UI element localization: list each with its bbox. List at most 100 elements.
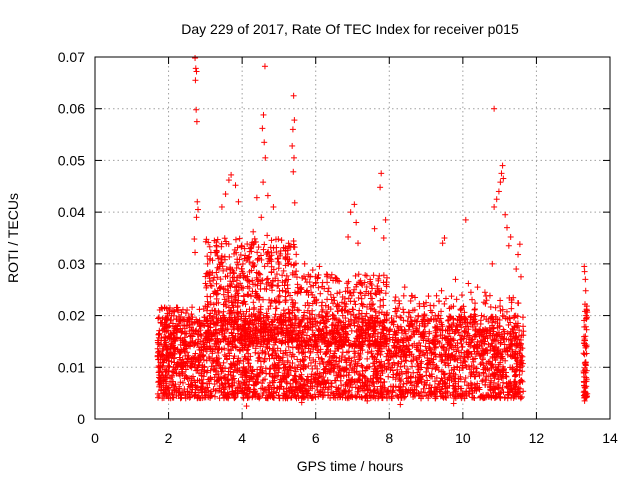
data-point [324,288,331,295]
x-axis-label: GPS time / hours [297,458,404,474]
data-point [279,272,286,279]
data-point [246,285,253,292]
data-point [502,211,509,218]
data-point [380,235,387,241]
data-point [245,357,252,364]
data-point [356,307,363,314]
data-point [495,188,502,195]
data-point [232,182,239,189]
data-point [367,295,374,302]
y-tick-label: 0.07 [58,49,85,65]
data-point [347,209,354,216]
data-points [154,55,591,410]
data-point [278,237,285,244]
data-point [385,373,392,380]
data-point [273,305,280,312]
data-point [194,198,201,205]
data-point [258,363,265,370]
data-point [276,298,283,305]
data-point [258,214,265,221]
data-point [432,366,439,373]
data-point [156,314,163,321]
x-tick-label: 10 [455,430,471,446]
data-point [253,194,260,201]
data-point [357,289,364,296]
data-point [415,313,422,320]
data-point [401,362,408,369]
y-tick-label: 0.02 [58,308,85,324]
data-point [291,117,298,124]
data-point [315,284,322,291]
data-point [397,401,404,408]
data-point [204,293,211,300]
data-point [195,206,201,213]
data-point [384,357,391,364]
data-point [264,275,271,282]
x-tick-label: 4 [238,430,246,446]
x-tick-label: 14 [602,430,618,446]
data-point [515,251,522,258]
data-point [270,203,277,210]
data-point [448,293,455,300]
data-point [377,297,384,304]
data-point [377,184,384,191]
y-tick-label: 0.04 [58,204,85,220]
data-point [236,235,243,242]
data-point [439,240,446,247]
data-point [380,302,387,309]
data-point [193,214,200,221]
data-point [243,403,250,410]
data-point [582,287,589,294]
x-tick-label: 0 [91,430,99,446]
data-point [483,292,490,299]
data-point [259,125,266,132]
data-point [423,372,430,379]
data-point [450,400,457,407]
data-point [489,260,496,267]
data-point [458,344,465,351]
data-point [257,343,264,350]
data-point [382,216,389,223]
data-point [438,287,445,294]
data-point [378,170,385,177]
data-point [461,378,468,385]
data-point [516,241,523,248]
data-point [264,192,271,199]
data-point [409,293,416,300]
data-point [458,292,465,299]
data-point [409,363,416,370]
data-point [394,360,401,367]
data-point [334,290,341,297]
data-point [206,243,213,250]
data-point [519,314,526,321]
data-point [470,394,477,401]
data-point [252,349,259,356]
data-point [193,68,200,75]
data-point [376,272,383,279]
data-point [275,293,282,300]
data-point [345,278,352,285]
data-point [389,319,396,326]
data-point [192,55,199,62]
data-point [260,179,267,186]
x-tick-label: 8 [385,430,393,446]
data-point [515,300,522,307]
data-point [303,279,310,286]
data-point [218,203,225,210]
data-point [497,179,504,186]
data-point [225,177,232,184]
data-point [507,233,514,240]
data-point [295,307,302,314]
data-point [301,260,308,267]
data-point [290,92,297,99]
data-point [400,309,407,316]
data-point [255,255,262,262]
data-point [377,303,384,310]
data-point [391,297,398,304]
x-tick-label: 12 [529,430,545,446]
data-point [370,272,377,279]
data-point [482,300,489,307]
data-point [297,366,304,373]
x-tick-label: 6 [312,430,320,446]
